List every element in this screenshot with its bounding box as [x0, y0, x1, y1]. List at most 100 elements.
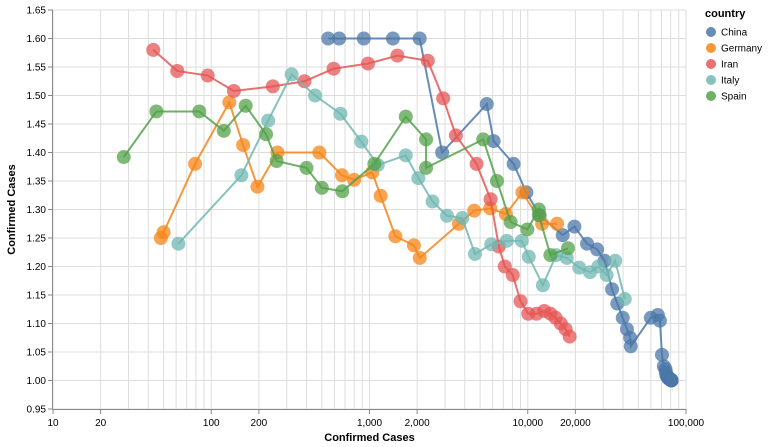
data-point[interactable]	[226, 83, 241, 98]
data-point[interactable]	[440, 208, 455, 223]
data-point[interactable]	[406, 238, 421, 253]
y-tick-label: 1.20	[27, 262, 47, 273]
data-point[interactable]	[652, 313, 667, 328]
data-point[interactable]	[332, 31, 347, 46]
data-point[interactable]	[312, 145, 327, 160]
data-point[interactable]	[503, 215, 518, 230]
data-point[interactable]	[321, 31, 336, 46]
data-point[interactable]	[335, 184, 350, 199]
data-point[interactable]	[484, 237, 499, 252]
data-point[interactable]	[354, 134, 369, 149]
data-point[interactable]	[156, 225, 171, 240]
data-point[interactable]	[555, 228, 570, 243]
data-point[interactable]	[615, 310, 630, 325]
data-point[interactable]	[171, 236, 186, 251]
data-point[interactable]	[448, 128, 463, 143]
data-point[interactable]	[483, 192, 498, 207]
data-point[interactable]	[572, 260, 587, 275]
data-point[interactable]	[479, 97, 494, 112]
data-point[interactable]	[425, 194, 440, 209]
data-point[interactable]	[314, 180, 329, 195]
y-tick-label: 1.15	[27, 291, 47, 302]
data-point[interactable]	[550, 216, 565, 231]
data-point[interactable]	[436, 91, 451, 106]
data-point[interactable]	[419, 132, 434, 147]
data-point[interactable]	[419, 160, 434, 175]
data-point[interactable]	[390, 48, 405, 63]
data-point[interactable]	[543, 248, 558, 263]
x-tick-label: 10,000	[512, 418, 543, 429]
data-point[interactable]	[469, 156, 484, 171]
data-point[interactable]	[412, 31, 427, 46]
data-point[interactable]	[188, 156, 203, 171]
data-point[interactable]	[334, 168, 349, 183]
data-point[interactable]	[261, 113, 276, 128]
data-point[interactable]	[520, 222, 535, 237]
data-point[interactable]	[299, 160, 314, 175]
data-point[interactable]	[561, 241, 576, 256]
data-point[interactable]	[435, 145, 450, 160]
data-point[interactable]	[333, 106, 348, 121]
data-point[interactable]	[259, 127, 274, 142]
data-point[interactable]	[562, 329, 577, 344]
data-point[interactable]	[514, 233, 529, 248]
data-point[interactable]	[234, 168, 249, 183]
data-point[interactable]	[360, 56, 375, 71]
data-point[interactable]	[216, 123, 231, 138]
data-point[interactable]	[505, 268, 520, 283]
data-point[interactable]	[367, 156, 382, 171]
data-point[interactable]	[200, 68, 215, 83]
data-point[interactable]	[590, 242, 605, 257]
data-point[interactable]	[269, 154, 284, 169]
data-point[interactable]	[170, 63, 185, 78]
data-point[interactable]	[398, 148, 413, 163]
data-point[interactable]	[535, 278, 550, 293]
data-point[interactable]	[521, 249, 536, 264]
data-point[interactable]	[605, 282, 620, 297]
data-point[interactable]	[599, 268, 614, 283]
data-point[interactable]	[489, 174, 504, 188]
data-point[interactable]	[222, 95, 237, 110]
data-point[interactable]	[623, 339, 638, 354]
data-point[interactable]	[116, 150, 131, 165]
data-point[interactable]	[149, 104, 164, 119]
data-point[interactable]	[385, 31, 400, 46]
data-point[interactable]	[515, 185, 530, 200]
data-point[interactable]	[608, 253, 623, 268]
series-china	[321, 31, 679, 388]
data-point[interactable]	[412, 250, 427, 265]
data-point[interactable]	[265, 79, 280, 94]
data-point[interactable]	[499, 233, 514, 248]
data-point[interactable]	[398, 109, 413, 124]
data-point[interactable]	[411, 171, 426, 186]
data-point[interactable]	[531, 208, 546, 223]
data-point[interactable]	[617, 291, 632, 306]
data-point[interactable]	[654, 347, 669, 362]
data-point[interactable]	[664, 373, 679, 388]
data-point[interactable]	[388, 229, 403, 244]
data-point[interactable]	[476, 132, 491, 147]
data-point[interactable]	[192, 104, 207, 119]
data-point[interactable]	[420, 53, 435, 68]
data-point[interactable]	[455, 211, 470, 226]
legend: country China Germany Iran Italy Spain	[705, 8, 762, 103]
data-point[interactable]	[284, 67, 299, 82]
data-point[interactable]	[486, 134, 501, 149]
data-point[interactable]	[308, 88, 323, 103]
data-point[interactable]	[513, 294, 528, 309]
data-point[interactable]	[467, 246, 482, 261]
data-point[interactable]	[297, 74, 312, 89]
data-point[interactable]	[467, 203, 482, 218]
y-axis-title: Confirmed Cases	[6, 164, 18, 254]
data-point[interactable]	[146, 42, 161, 57]
data-point[interactable]	[373, 188, 388, 203]
data-point[interactable]	[250, 179, 265, 194]
data-point[interactable]	[506, 156, 521, 171]
data-point[interactable]	[238, 98, 253, 113]
data-point[interactable]	[236, 138, 251, 153]
series-line	[152, 49, 571, 338]
data-point[interactable]	[326, 61, 341, 76]
data-point[interactable]	[356, 31, 371, 46]
data-point[interactable]	[567, 219, 582, 234]
